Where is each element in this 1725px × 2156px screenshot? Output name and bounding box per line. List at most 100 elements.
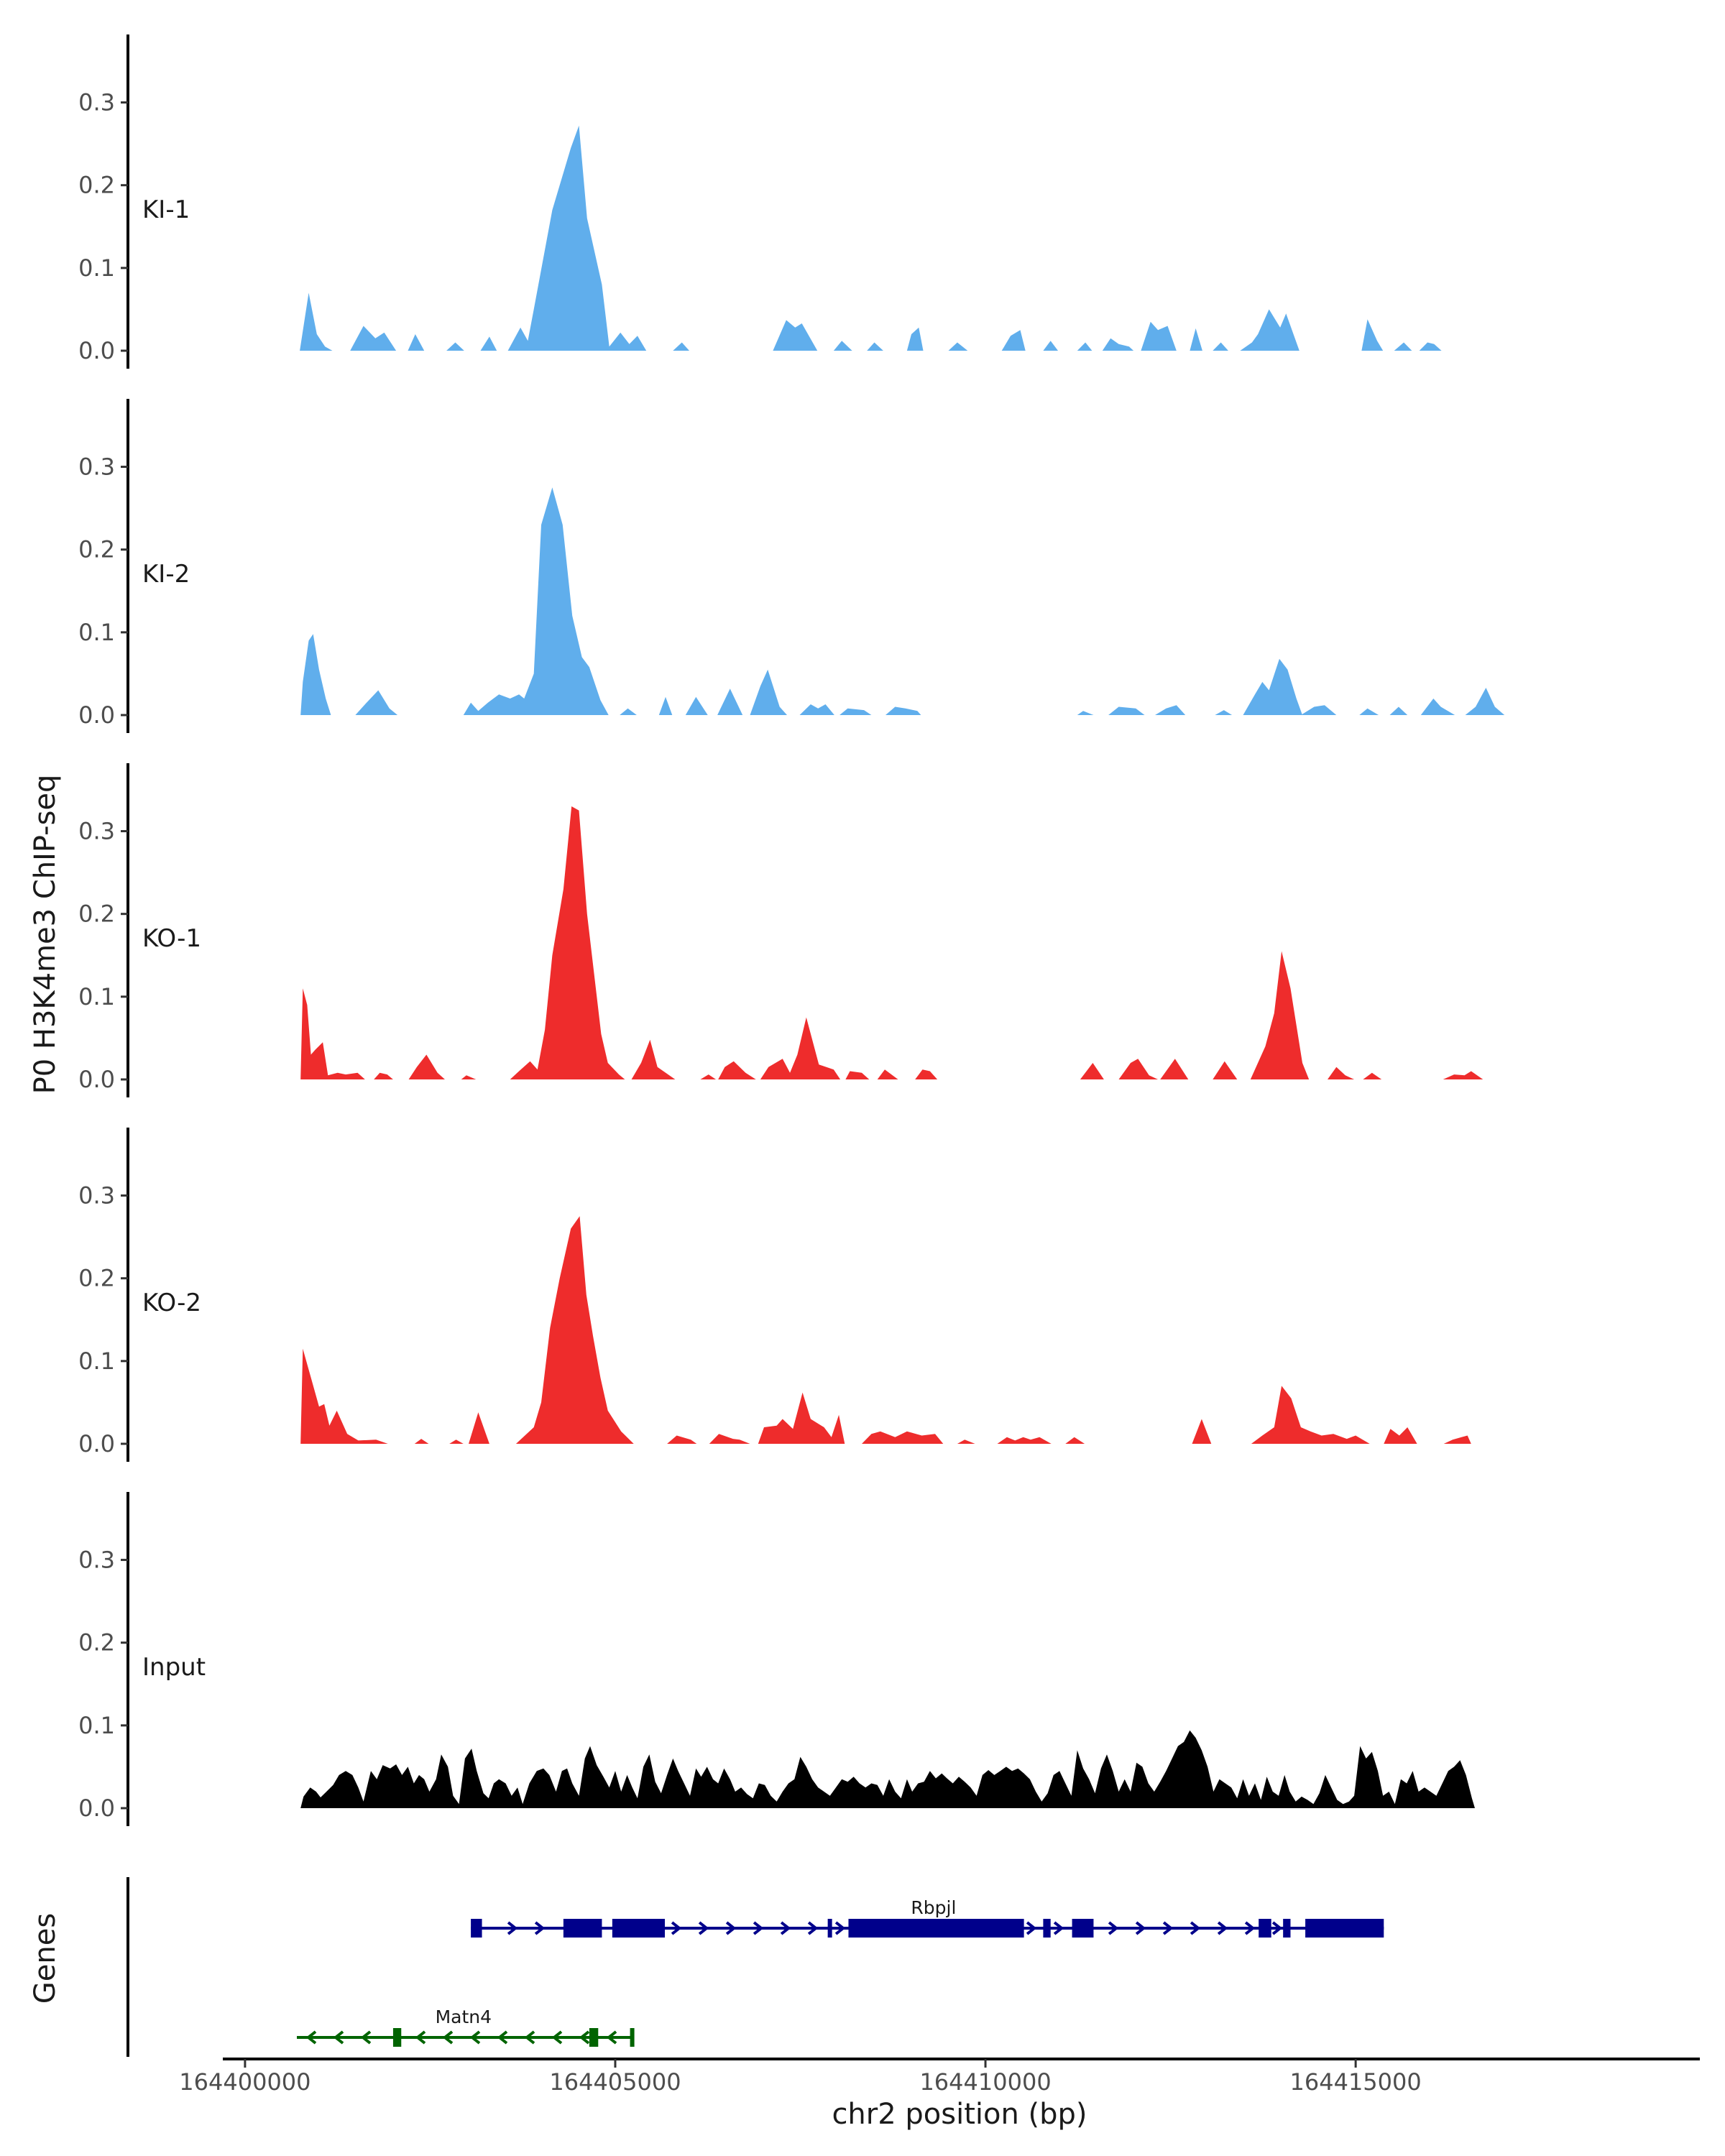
coverage-area [1384, 1427, 1417, 1444]
track-label: KI-2 [142, 560, 190, 589]
coverage-area [449, 1439, 464, 1444]
y-tick-label: 0.0 [78, 1066, 115, 1093]
coverage-area [300, 1348, 388, 1444]
coverage-area [658, 696, 673, 715]
coverage-area [1443, 1071, 1484, 1079]
coverage-area [667, 1435, 697, 1444]
coverage-area [374, 1072, 393, 1079]
coverage-area [463, 487, 609, 715]
coverage-area [414, 1439, 429, 1444]
track-ko-2: 0.0 0.1 0.2 0.3 KO-2 [78, 1128, 1471, 1462]
coverage-area [1328, 1067, 1355, 1079]
y-tick-label: 0.1 [78, 983, 115, 1010]
genes-axis-title: Genes [29, 1913, 62, 2004]
track-ki-1: 0.0 0.1 0.2 0.3 KI-1 [78, 34, 1442, 369]
strand-arrow [551, 2030, 563, 2045]
strand-arrow [1190, 1921, 1201, 1935]
strand-arrow [606, 2030, 617, 2045]
y-tick-label: 0.2 [78, 1265, 115, 1292]
coverage-area [862, 1431, 944, 1444]
coverage-area [620, 708, 637, 715]
gene-rbpjl: Rbpjl [471, 1897, 1384, 1938]
y-tick-label: 0.1 [78, 619, 115, 646]
coverage-area [1001, 330, 1026, 351]
coverage-area [673, 342, 689, 351]
coverage-area [997, 1437, 1052, 1444]
coverage-area [300, 988, 365, 1079]
coverage-area [355, 690, 398, 715]
strand-arrow [469, 2030, 481, 2045]
coverage-area [1077, 711, 1094, 715]
track-label: KO-2 [142, 1289, 201, 1317]
track-panels: 0.00.10.20.3KI-10.00.10.20.3KI-20.00.10.… [78, 34, 1505, 1826]
exon [612, 1919, 665, 1938]
coverage-area [840, 708, 872, 715]
coverage-area [1363, 1072, 1382, 1079]
coverage-area [1389, 706, 1408, 715]
coverage-area [906, 327, 924, 351]
coverage-area [1250, 951, 1310, 1079]
gene-matn4: Matn4 [297, 2007, 635, 2047]
y-tick-label: 0.1 [78, 1712, 115, 1739]
coverage-area [1192, 1419, 1212, 1444]
strand-arrow [698, 1921, 709, 1935]
gene-label: Rbpjl [911, 1897, 956, 1918]
coverage-area [1065, 1437, 1085, 1444]
y-tick-label: 0.3 [78, 453, 115, 481]
strand-arrow [780, 1921, 791, 1935]
coverage-area [886, 706, 921, 715]
exon [1283, 1919, 1291, 1938]
coverage-area [469, 1412, 489, 1444]
y-axis-title: P0 H3K4me3 ChIP-seq [29, 775, 62, 1095]
strand-arrow [507, 1921, 518, 1935]
coverage-area [1043, 341, 1058, 351]
coverage-area [1359, 708, 1379, 715]
strand-arrow [807, 1921, 819, 1935]
coverage-area [718, 1061, 756, 1079]
coverage-area [480, 336, 497, 351]
y-tick-label: 0.0 [78, 1430, 115, 1457]
strand-arrow [360, 2030, 372, 2045]
x-tick-label: 164415000 [1290, 2068, 1422, 2096]
coverage-area [685, 696, 708, 715]
y-tick-label: 0.0 [78, 701, 115, 729]
coverage-area [1155, 705, 1186, 715]
coverage-area [1141, 321, 1177, 351]
exon [1259, 1919, 1271, 1938]
coverage-area [877, 1069, 898, 1079]
exon [630, 2028, 635, 2047]
coverage-area [408, 334, 425, 351]
y-tick-label: 0.0 [78, 337, 115, 364]
coverage-area [1102, 338, 1134, 351]
exon [827, 1919, 832, 1938]
exon [1305, 1919, 1384, 1938]
coverage-area [1443, 1435, 1471, 1444]
coverage-area [867, 342, 883, 351]
track-label: KO-1 [142, 924, 201, 953]
coverage-area [461, 1075, 477, 1079]
coverage-area [773, 320, 818, 351]
exon [392, 2028, 402, 2047]
exon [1043, 1919, 1051, 1938]
coverage-area [948, 342, 968, 351]
y-tick-label: 0.2 [78, 536, 115, 563]
strand-arrow [333, 2030, 344, 2045]
coverage-area [1118, 1059, 1159, 1079]
coverage-area [1243, 658, 1302, 715]
coverage-area [1160, 1059, 1189, 1079]
strand-arrow [1271, 1921, 1283, 1935]
y-tick-label: 0.1 [78, 1348, 115, 1375]
strand-arrow [305, 2030, 317, 2045]
track-ki-2: 0.0 0.1 0.2 0.3 KI-2 [78, 399, 1505, 733]
strand-arrow [1244, 1921, 1256, 1935]
exon [471, 1919, 482, 1938]
track-input: 0.0 0.1 0.2 0.3 Input [78, 1492, 1476, 1826]
strand-arrow [1108, 1921, 1119, 1935]
strand-arrow [671, 1921, 682, 1935]
coverage-area [845, 1071, 870, 1079]
coverage-area [1080, 1063, 1104, 1079]
track-label: Input [142, 1653, 206, 1682]
y-tick-label: 0.3 [78, 1547, 115, 1574]
coverage-area [1419, 342, 1442, 351]
